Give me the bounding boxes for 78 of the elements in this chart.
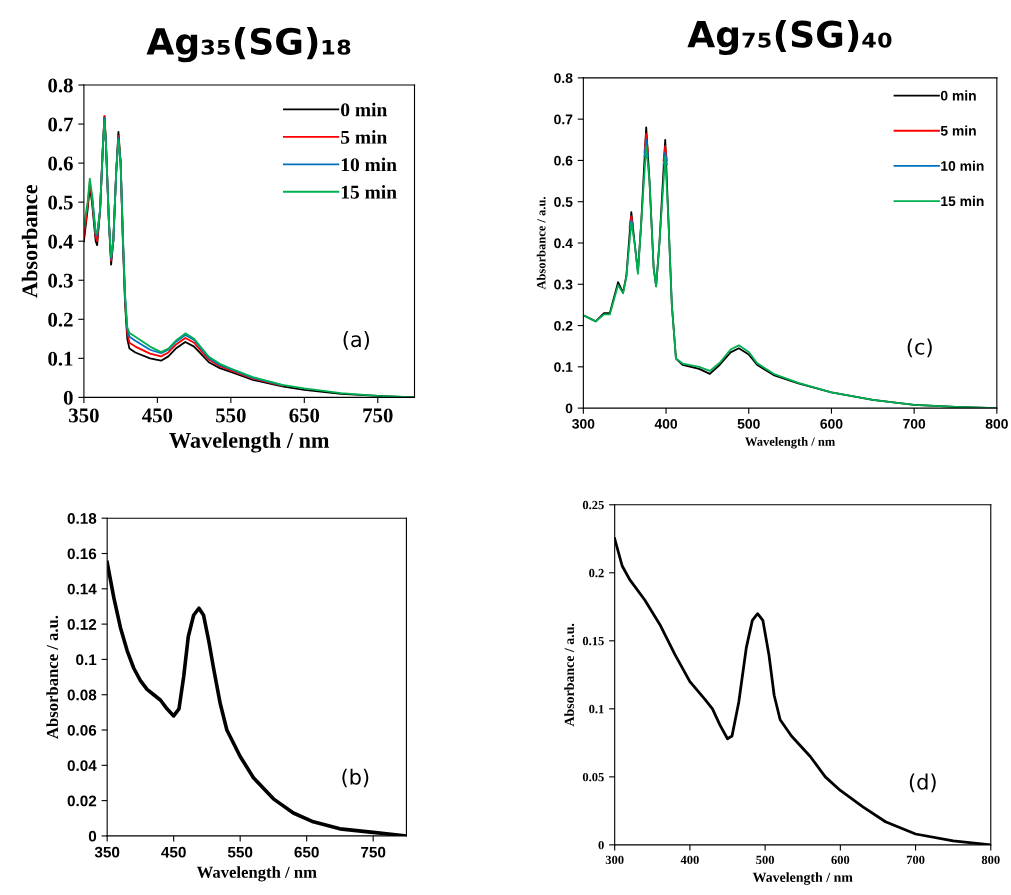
x-tick-label: 450 — [142, 408, 173, 423]
y-tick-label: 0.3 — [554, 279, 573, 290]
legend-label: 0 min — [940, 90, 976, 101]
x-tick-label: 550 — [216, 408, 246, 423]
y-tick-label: 0.6 — [48, 156, 73, 171]
y-tick-label: 0.02 — [67, 795, 97, 807]
annotation: (b) — [342, 768, 369, 788]
x-tick-label: 750 — [361, 846, 386, 858]
legend-label: 5 min — [940, 125, 976, 136]
y-tick-label: 0.7 — [48, 117, 73, 132]
x-tick-label: 650 — [294, 846, 319, 858]
x-axis-title: Wavelength / nm — [745, 437, 836, 449]
x-tick-label: 700 — [903, 418, 926, 429]
y-tick-label: 0.4 — [554, 238, 573, 249]
x-tick-label: 700 — [906, 855, 925, 865]
x-tick-label: 550 — [227, 846, 253, 858]
y-tick-label: 0.08 — [67, 689, 97, 701]
annotation: (d) — [909, 773, 936, 793]
x-tick-label: 600 — [820, 418, 843, 429]
x-tick-label: 800 — [985, 418, 1008, 429]
x-axis-title: Wavelength / nm — [169, 432, 330, 453]
y-tick-label: 0.1 — [76, 654, 97, 666]
y-tick-label: 0 — [63, 390, 73, 405]
chart-title: Ag₇₅(SG)₄₀ — [687, 19, 892, 56]
y-tick-label: 0.16 — [67, 548, 97, 560]
x-tick-label: 300 — [572, 418, 595, 429]
annotation: (c) — [907, 338, 932, 358]
x-tick-label: 450 — [161, 846, 186, 858]
y-tick-label: 0.05 — [582, 772, 604, 782]
annotation: (a) — [343, 331, 370, 350]
y-tick-label: 0.18 — [67, 513, 97, 524]
y-tick-label: 0 — [565, 403, 573, 414]
y-tick-label: 0.1 — [589, 704, 604, 714]
x-tick-label: 600 — [831, 855, 850, 865]
y-tick-label: 0.1 — [554, 362, 573, 373]
y-tick-label: 0 — [88, 830, 97, 842]
y-tick-label: 0.25 — [582, 500, 604, 510]
x-tick-label: 800 — [981, 855, 1000, 865]
x-tick-label: 350 — [69, 408, 99, 423]
x-tick-label: 300 — [605, 855, 624, 865]
y-tick-label: 0.15 — [582, 636, 604, 646]
y-tick-label: 0.3 — [48, 273, 73, 288]
y-tick-label: 0 — [598, 840, 604, 850]
x-tick-label: 350 — [94, 846, 120, 858]
y-tick-label: 0.2 — [589, 568, 604, 578]
x-tick-label: 400 — [680, 855, 699, 865]
y-tick-label: 0.7 — [554, 114, 573, 125]
x-tick-label: 400 — [654, 418, 678, 429]
y-tick-label: 0.12 — [67, 618, 97, 630]
y-tick-label: 0.6 — [554, 155, 573, 166]
y-axis-title: Absorbance — [21, 184, 38, 298]
x-tick-label: 500 — [737, 418, 760, 429]
y-tick-label: 0.2 — [48, 312, 73, 327]
y-axis-title: Absorbance / a.u. — [564, 623, 575, 727]
legend-label: 5 min — [341, 130, 387, 144]
y-tick-label: 0.1 — [48, 351, 73, 366]
y-tick-label: 0.5 — [554, 197, 573, 207]
legend-label: 10 min — [341, 157, 397, 172]
x-axis-title: Wavelength / nm — [752, 872, 853, 885]
legend-label: 15 min — [941, 195, 984, 207]
legend-label: 10 min — [941, 160, 984, 171]
y-tick-label: 0.5 — [48, 195, 73, 210]
y-tick-label: 0.8 — [48, 78, 73, 93]
y-tick-label: 0.2 — [554, 320, 573, 331]
y-tick-label: 0.04 — [67, 760, 97, 772]
y-tick-label: 0.06 — [67, 724, 97, 736]
x-axis-title: Wavelength / nm — [196, 866, 317, 882]
legend-label: 15 min — [341, 185, 397, 199]
y-axis-title: Absorbance / a.u. — [46, 615, 59, 739]
x-tick-label: 500 — [756, 855, 775, 865]
legend-label: 0 min — [341, 102, 387, 117]
chart-title: Ag₃₅(SG)₁₈ — [146, 27, 351, 63]
x-tick-label: 750 — [363, 408, 393, 423]
y-axis-title: Absorbance / a.u. — [536, 197, 546, 290]
y-tick-label: 0.4 — [48, 234, 74, 249]
y-tick-label: 0.8 — [554, 73, 573, 84]
y-tick-label: 0.14 — [67, 583, 97, 595]
x-tick-label: 650 — [289, 408, 320, 423]
